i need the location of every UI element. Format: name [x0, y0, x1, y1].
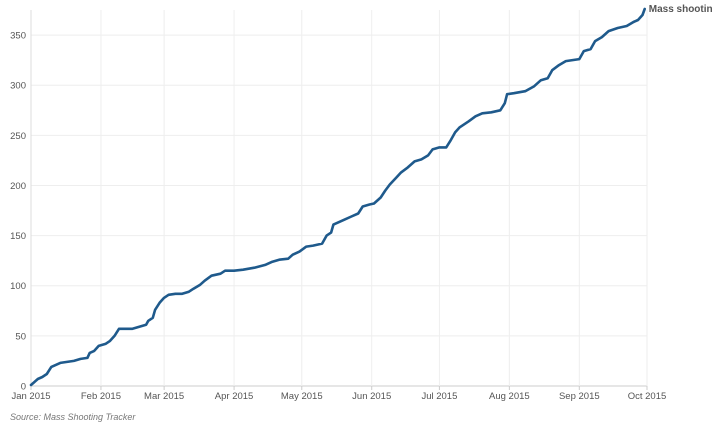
- x-tick-label: May 2015: [281, 391, 323, 402]
- y-tick-label: 100: [10, 281, 26, 292]
- y-tick-label: 300: [10, 81, 26, 92]
- x-tick-label: Jul 2015: [421, 391, 457, 402]
- chart-source-note: Source: Mass Shooting Tracker: [10, 412, 136, 422]
- x-tick-label: Oct 2015: [628, 391, 667, 402]
- y-tick-label: 250: [10, 131, 26, 142]
- y-tick-label: 350: [10, 31, 26, 42]
- series-label: Mass shootin: [649, 4, 713, 15]
- y-tick-label: 50: [15, 331, 26, 342]
- x-axis: Jan 2015 Feb 2015 Mar 2015 Apr 2015 May 2015…: [11, 386, 666, 402]
- x-tick-label: Sep 2015: [559, 391, 600, 402]
- y-tick-label: 200: [10, 181, 26, 192]
- series-line: [29, 7, 646, 387]
- x-tick-label: Apr 2015: [215, 391, 254, 402]
- x-tick-label: Feb 2015: [81, 391, 121, 402]
- chart-grid: [30, 10, 648, 387]
- y-tick-label: 150: [10, 231, 26, 242]
- x-tick-label: Jun 2015: [352, 391, 391, 402]
- x-tick-label: Aug 2015: [489, 391, 530, 402]
- y-axis: 0 50 100 150 200 250 300 350: [10, 10, 32, 393]
- x-tick-label: Mar 2015: [144, 391, 184, 402]
- x-tick-label: Jan 2015: [11, 391, 50, 402]
- y-tick-label: 0: [21, 382, 26, 393]
- series-layer: Mass shootin: [29, 4, 713, 387]
